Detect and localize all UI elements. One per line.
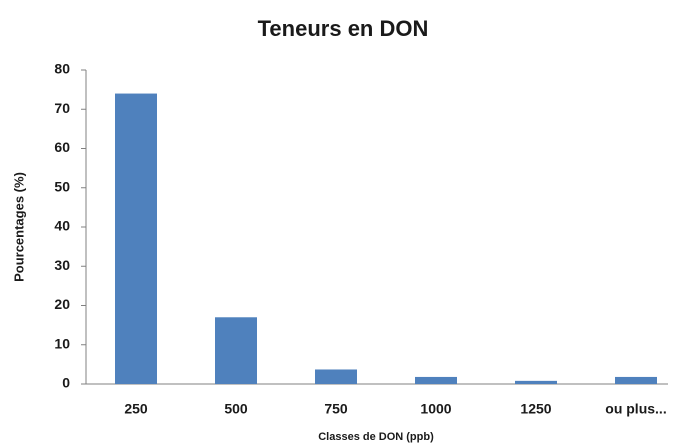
x-tick-label: ou plus... (605, 401, 666, 417)
x-tick-label: 500 (224, 401, 248, 417)
bar (215, 317, 257, 384)
y-tick-label: 50 (54, 178, 70, 194)
bar (615, 376, 657, 384)
x-tick-label: 750 (324, 401, 348, 417)
x-tick-label: 1250 (520, 401, 551, 417)
x-axis-label: Classes de DON (ppb) (318, 431, 434, 443)
chart-title: Teneurs en DON (258, 16, 429, 41)
y-tick-label: 40 (54, 218, 70, 234)
y-axis-label: Pourcentages (%) (11, 172, 26, 282)
bar (515, 380, 557, 384)
y-tick-label: 80 (54, 61, 70, 77)
y-tick-label: 30 (54, 257, 70, 273)
y-tick-label: 70 (54, 100, 70, 116)
y-tick-label: 10 (54, 335, 70, 351)
x-tick-label: 250 (124, 401, 148, 417)
y-tick-label: 60 (54, 139, 70, 155)
y-tick-label: 0 (62, 375, 70, 391)
x-tick-label: 1000 (420, 401, 451, 417)
bar (315, 369, 357, 384)
y-tick-label: 20 (54, 296, 70, 312)
bar (415, 376, 457, 384)
bar (115, 93, 157, 385)
